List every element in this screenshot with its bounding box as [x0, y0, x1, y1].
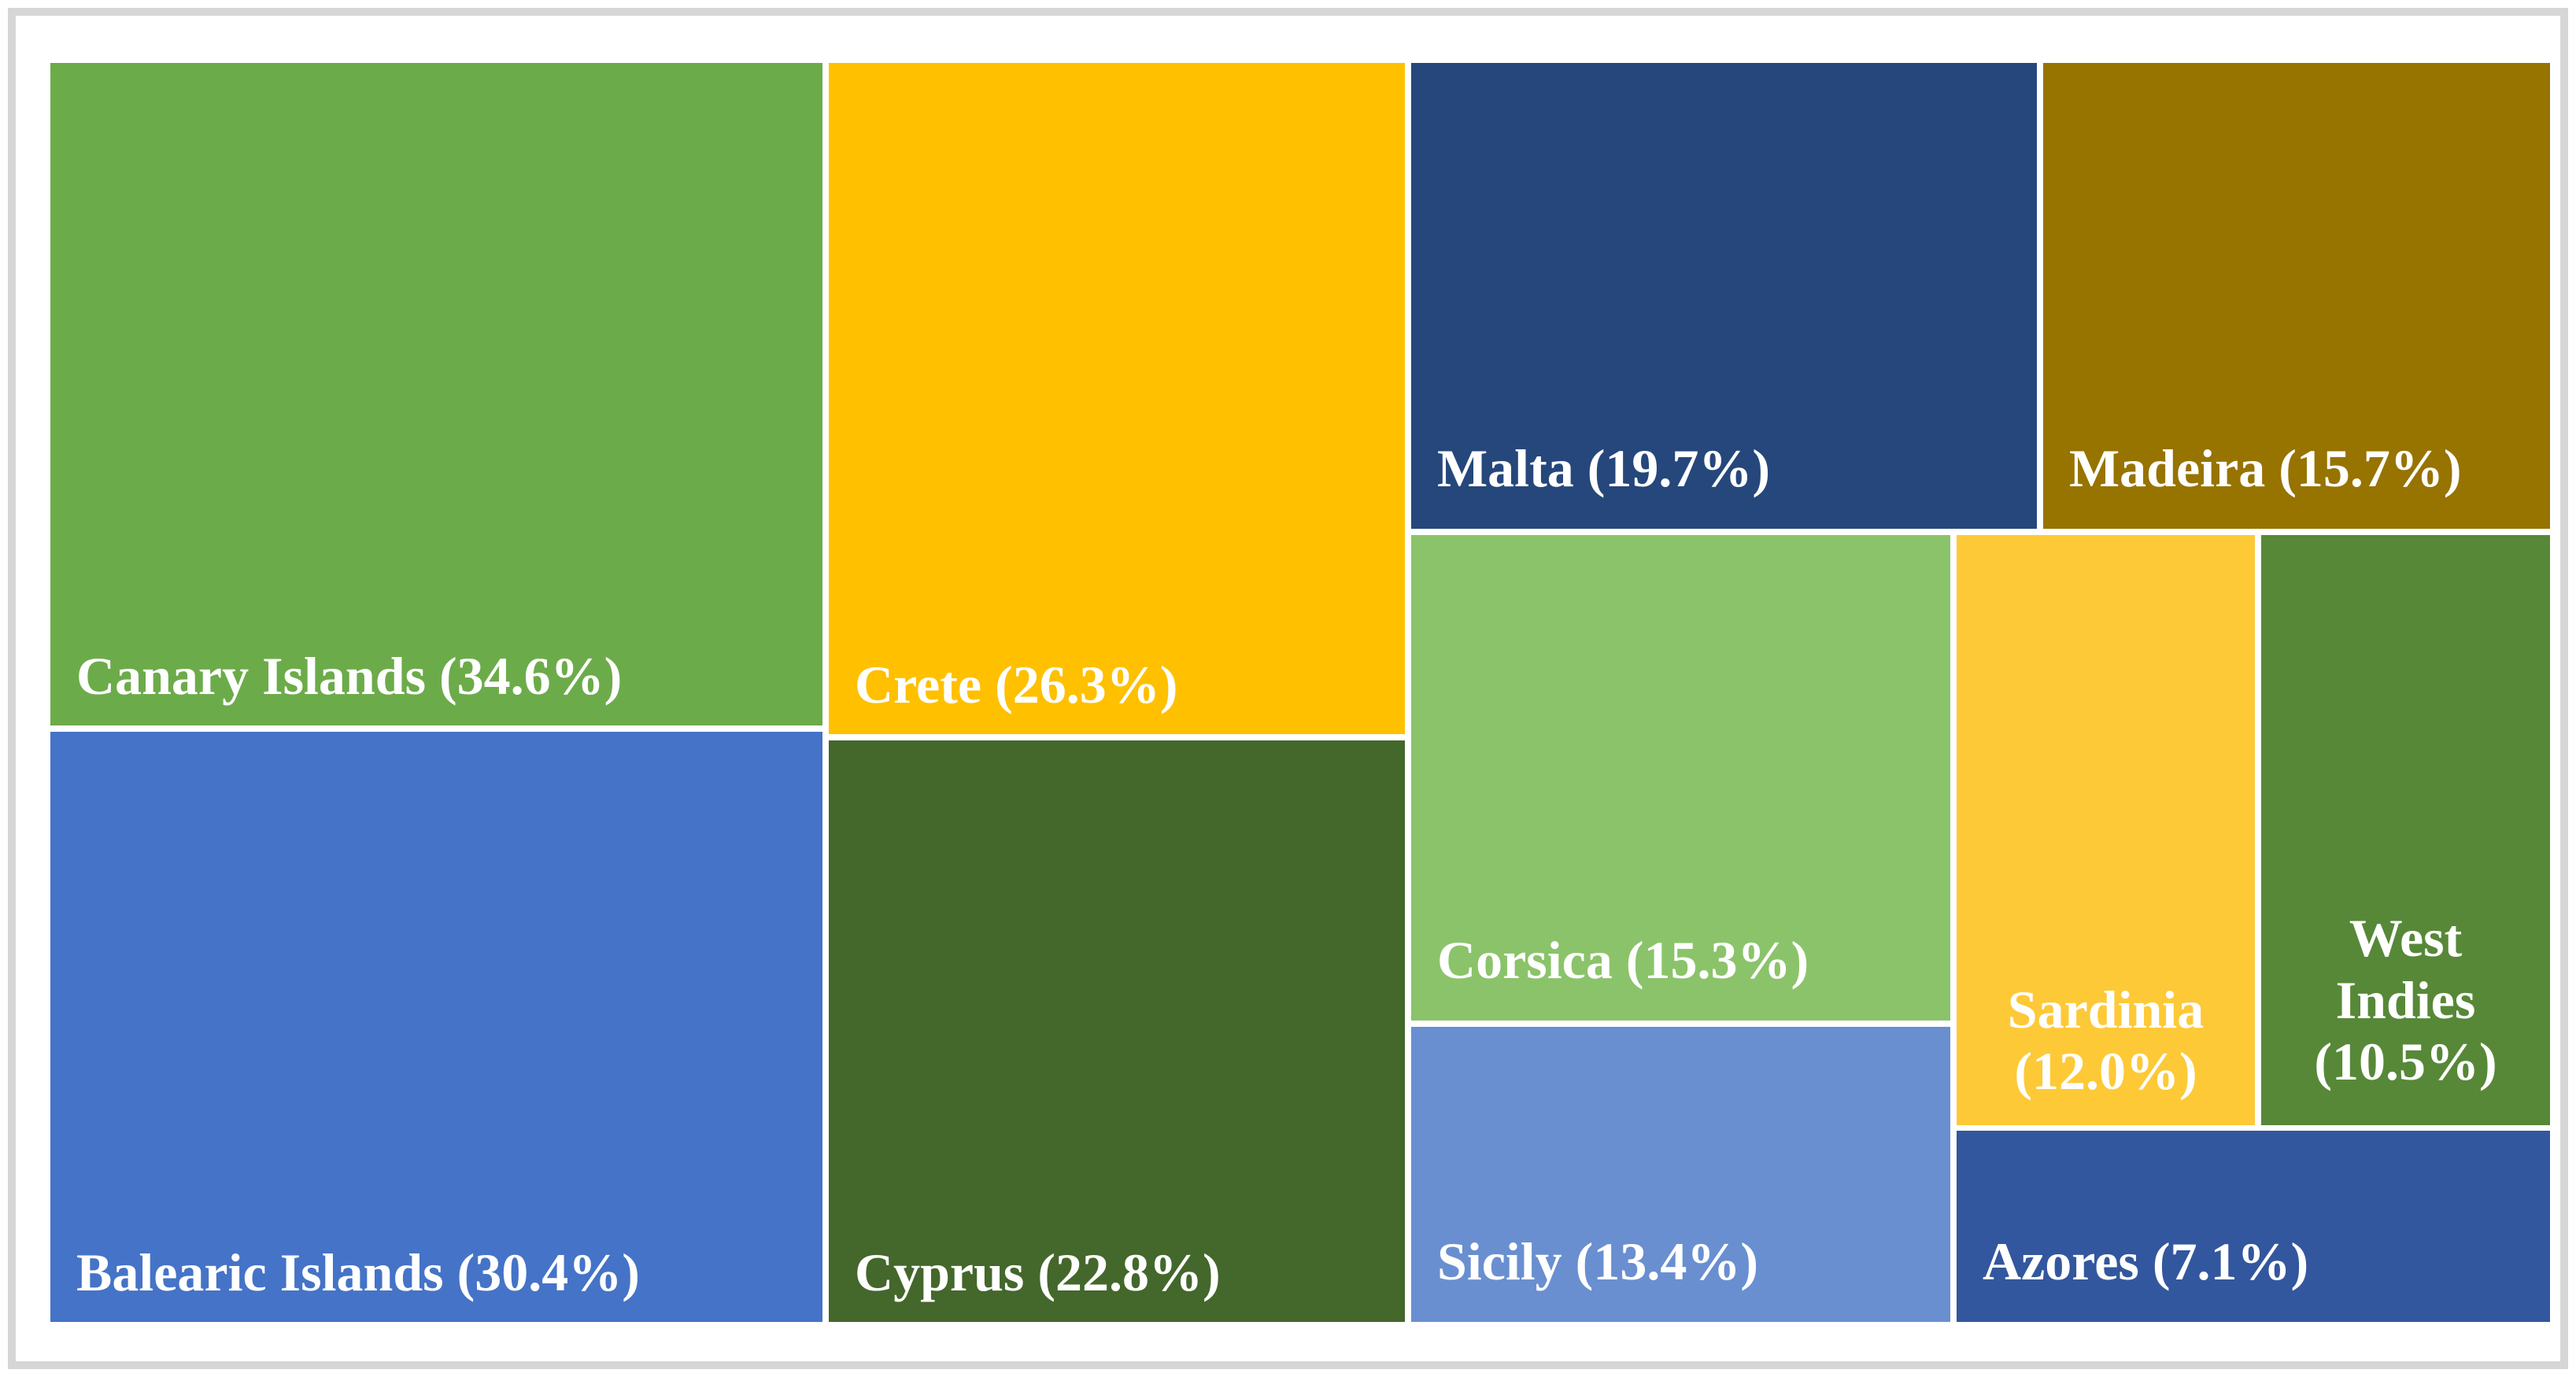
tile-label: Canary Islands (34.6%) — [76, 645, 623, 706]
tile-label: Cyprus (22.8%) — [855, 1242, 1221, 1302]
tile-label: Malta (19.7%) — [1437, 437, 1771, 498]
tile-label: Sardinia (12.0%) — [2007, 979, 2205, 1101]
treemap-tile-azores[interactable]: Azores (7.1%) — [1957, 1131, 2550, 1322]
tile-label: Balearic Islands (30.4%) — [76, 1242, 640, 1302]
tile-label: Sicily (13.4%) — [1437, 1231, 1758, 1291]
treemap-tile-madeira[interactable]: Madeira (15.7%) — [2043, 63, 2550, 529]
treemap-tile-canary-islands[interactable]: Canary Islands (34.6%) — [50, 63, 822, 725]
treemap-tile-sardinia[interactable]: Sardinia (12.0%) — [1957, 535, 2255, 1125]
treemap-tile-corsica[interactable]: Corsica (15.3%) — [1411, 535, 1950, 1021]
treemap-tile-sicily[interactable]: Sicily (13.4%) — [1411, 1027, 1950, 1322]
tile-label: Madeira (15.7%) — [2069, 437, 2462, 498]
treemap-tile-cyprus[interactable]: Cyprus (22.8%) — [829, 740, 1405, 1322]
treemap-tile-balearic-islands[interactable]: Balearic Islands (30.4%) — [50, 732, 822, 1322]
tile-label: West Indies (10.5%) — [2314, 908, 2497, 1091]
treemap-tile-west-indies[interactable]: West Indies (10.5%) — [2261, 535, 2550, 1125]
tile-label: Corsica (15.3%) — [1437, 929, 1809, 990]
tile-label: Azores (7.1%) — [1983, 1231, 2309, 1291]
treemap-tile-malta[interactable]: Malta (19.7%) — [1411, 63, 2037, 529]
tile-label: Crete (26.3%) — [855, 654, 1178, 714]
treemap-tile-crete[interactable]: Crete (26.3%) — [829, 63, 1405, 734]
